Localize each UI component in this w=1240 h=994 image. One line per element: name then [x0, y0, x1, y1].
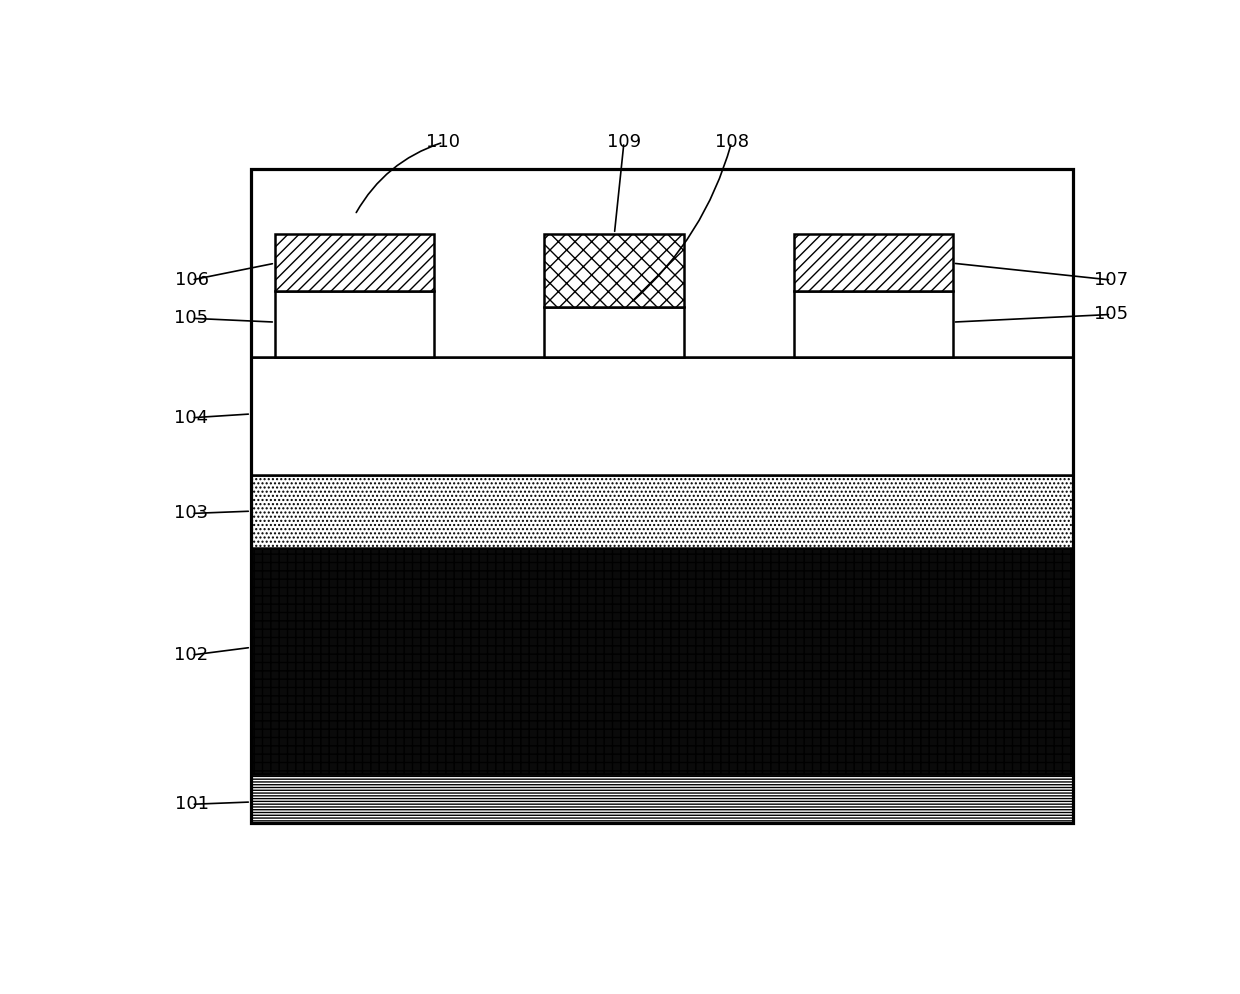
Bar	[250, 548, 1073, 773]
Text: 105: 105	[1094, 305, 1128, 323]
Text: 106: 106	[175, 271, 208, 289]
Text: 110: 110	[427, 133, 460, 151]
Text: 101: 101	[175, 795, 208, 813]
Bar	[275, 291, 434, 357]
Bar	[250, 169, 1073, 823]
Bar	[250, 773, 1073, 823]
Text: 109: 109	[606, 133, 641, 151]
Bar	[275, 234, 434, 291]
Text: 104: 104	[175, 409, 208, 426]
Text: 103: 103	[175, 504, 208, 523]
Bar	[250, 357, 1073, 475]
Bar	[250, 475, 1073, 548]
Bar	[794, 234, 952, 291]
Bar	[544, 234, 683, 307]
Bar	[544, 307, 683, 357]
Text: 105: 105	[175, 309, 208, 327]
Text: 108: 108	[714, 133, 749, 151]
Bar	[794, 291, 952, 357]
Bar	[250, 169, 1073, 357]
Text: 102: 102	[175, 646, 208, 664]
Text: 107: 107	[1094, 271, 1128, 289]
